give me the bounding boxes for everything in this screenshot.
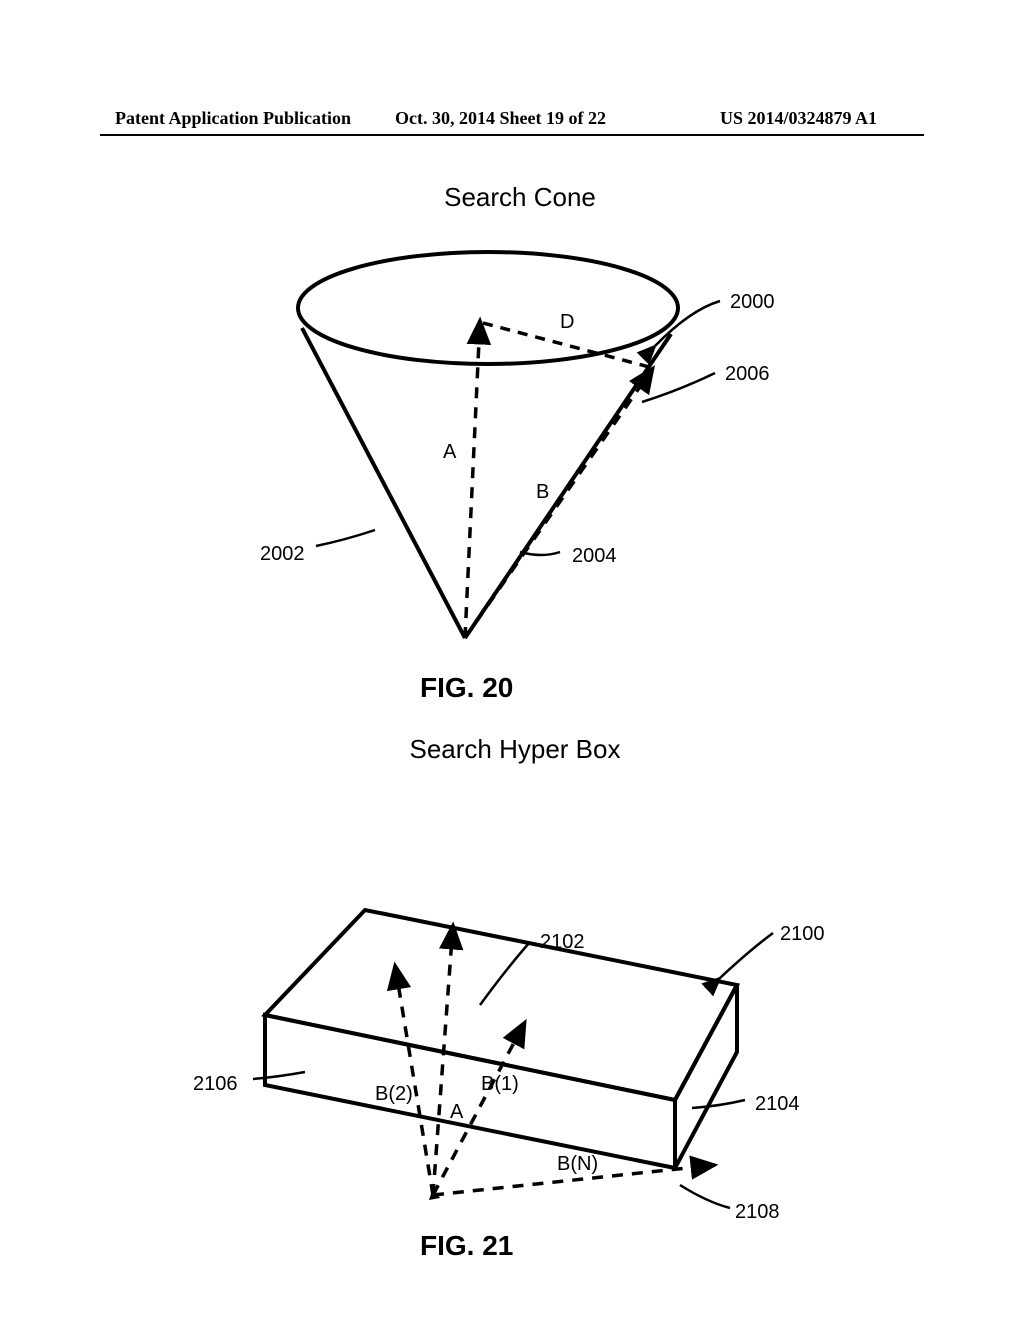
header-rule [100,134,924,136]
fig20-caption: FIG. 20 [420,672,513,704]
fig21-diagram: A B(1) B(2) B(N) 2100 2102 2106 2104 210… [175,790,875,1250]
ref-2106: 2106 [193,1073,238,1095]
fig21-title: Search Hyper Box [360,734,670,765]
label-a: A [443,441,457,463]
header-date-sheet: Oct. 30, 2014 Sheet 19 of 22 [395,108,606,129]
header-publication: Patent Application Publication [115,108,351,129]
ref-2000: 2000 [730,291,775,313]
ref-2108: 2108 [735,1201,780,1223]
cone-side-right [465,334,671,638]
label-a: A [450,1101,464,1123]
leader-2106 [253,1072,305,1079]
leader-2102 [480,942,530,1005]
fig20-diagram: A B D 2000 2006 2002 2004 [250,210,810,680]
box-top-face [265,910,737,1100]
ref-2104: 2104 [755,1093,800,1115]
ref-2002: 2002 [260,543,305,565]
leader-2002 [316,530,375,546]
ref-2006: 2006 [725,363,770,385]
label-b: B [536,481,549,503]
ref-2102: 2102 [540,931,585,953]
fig20-title: Search Cone [370,182,670,213]
leader-2000 [655,301,720,346]
label-b1: B(1) [481,1073,519,1095]
ref-2004: 2004 [572,545,617,567]
leader-2006 [642,373,715,402]
vector-a [465,320,480,638]
vector-b2 [395,965,433,1195]
cone-side-left [302,328,465,638]
leader-2108 [680,1185,730,1208]
leader-2004 [520,552,560,555]
leader-2100 [720,933,773,978]
ref-2100: 2100 [780,923,825,945]
header-pubnum: US 2014/0324879 A1 [720,108,877,129]
box-right-face [675,985,737,1168]
vector-b1 [433,1022,525,1195]
fig21-caption: FIG. 21 [420,1230,513,1262]
vector-b [465,368,653,638]
leader-2104 [692,1100,745,1108]
label-d: D [560,311,574,333]
box-front-face [265,1015,675,1168]
label-bn: B(N) [557,1153,598,1175]
cone-rim [298,252,678,364]
label-b2: B(2) [375,1083,413,1105]
vector-a [433,925,453,1195]
